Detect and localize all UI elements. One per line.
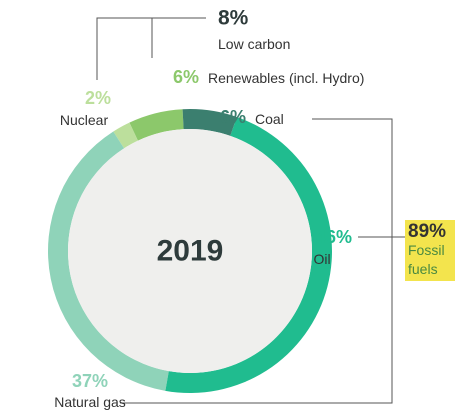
value-label: 46% bbox=[316, 227, 352, 247]
donut-segment bbox=[182, 109, 237, 136]
value-label: 6% bbox=[173, 67, 199, 87]
category-label: Nuclear bbox=[60, 112, 109, 128]
fossil-group: 89% Fossil fuels bbox=[405, 220, 455, 281]
connector bbox=[120, 118, 393, 404]
donut-center bbox=[68, 129, 312, 373]
group-value: 89% bbox=[408, 221, 447, 242]
center-label: 2019 bbox=[157, 235, 224, 268]
group-value: 8% bbox=[218, 7, 249, 30]
group-name: Low carbon bbox=[218, 36, 290, 52]
category-label: Natural gas bbox=[54, 394, 126, 410]
connector bbox=[96, 17, 206, 80]
value-label: 2% bbox=[85, 88, 111, 108]
donut-segment bbox=[48, 131, 169, 391]
value-label: 6% bbox=[220, 107, 246, 127]
donut-segment bbox=[165, 116, 332, 393]
donut-segment bbox=[129, 109, 184, 141]
value-label: 37% bbox=[72, 371, 108, 391]
category-label: Renewables (incl. Hydro) bbox=[208, 70, 364, 86]
category-label: Coal bbox=[255, 111, 284, 127]
donut-segment bbox=[113, 122, 138, 149]
group-name: Fossil fuels bbox=[408, 242, 445, 277]
category-label: Oil bbox=[313, 251, 330, 267]
